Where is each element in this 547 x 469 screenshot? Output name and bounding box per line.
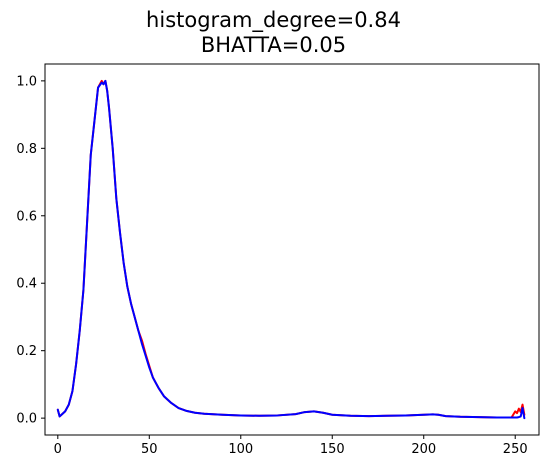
chart-title: histogram_degree=0.84 BHATTA=0.05 — [0, 8, 547, 58]
y-tick-label-1: 1.0 — [16, 74, 37, 89]
y-tick-label-0.8: 0.8 — [16, 142, 37, 157]
chart-title-line-2: BHATTA=0.05 — [200, 33, 347, 57]
y-tick-label-0: 0.0 — [16, 412, 37, 427]
chart-title-line-1: histogram_degree=0.84 — [146, 8, 401, 32]
x-tick-label-150: 150 — [320, 442, 345, 457]
series-line-1 — [56, 79, 526, 420]
x-tick-label-100: 100 — [228, 442, 253, 457]
y-tick-label-0.6: 0.6 — [16, 209, 37, 224]
x-tick-label-50: 50 — [141, 442, 158, 457]
plot-frame — [44, 63, 540, 436]
y-tick-label-0.2: 0.2 — [16, 344, 37, 359]
series-line-0 — [56, 79, 526, 419]
y-tick-label-0.4: 0.4 — [16, 277, 37, 292]
x-tick-label-250: 250 — [503, 442, 528, 457]
x-tick-label-200: 200 — [411, 442, 436, 457]
x-tick-label-0: 0 — [54, 442, 62, 457]
